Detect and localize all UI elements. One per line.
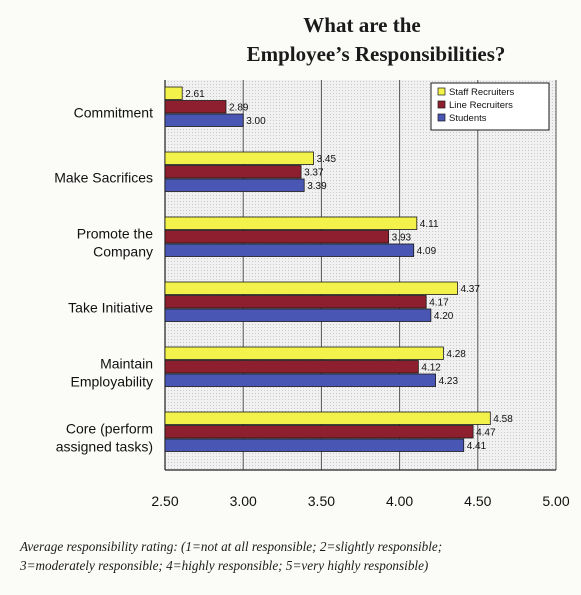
legend-box bbox=[430, 82, 550, 131]
bar-students bbox=[164, 373, 436, 387]
category-label: Promote the bbox=[77, 226, 153, 242]
plot-area bbox=[165, 80, 556, 470]
bar-line-recruiters bbox=[164, 230, 390, 244]
legend: Staff Recruiters Line Recruiters Students bbox=[430, 82, 550, 131]
data-label: 4.09 bbox=[417, 246, 437, 257]
x-tick-label: 5.00 bbox=[542, 493, 569, 509]
category-label: Core (perform bbox=[66, 421, 153, 437]
legend-label: Line Recruiters bbox=[449, 100, 513, 111]
data-label: 3.45 bbox=[317, 154, 337, 165]
category-label: Employability bbox=[71, 374, 153, 390]
bar-line-recruiters bbox=[164, 360, 419, 374]
legend-label: Staff Recruiters bbox=[449, 87, 515, 98]
bar-line-recruiters bbox=[164, 295, 427, 309]
data-label: 4.17 bbox=[429, 298, 449, 309]
caption: Average responsibility rating: (1=not at… bbox=[20, 537, 565, 575]
value-labels: 2.61 2.89 3.00 3.45 3.37 3.39 4.11 3.93 4.09 4.37… bbox=[185, 89, 513, 452]
bar-staff-recruiters bbox=[164, 346, 444, 360]
legend-label: Students bbox=[449, 113, 487, 124]
data-label: 3.00 bbox=[246, 116, 266, 127]
bar-students bbox=[164, 178, 305, 192]
category-label: assigned tasks) bbox=[56, 439, 153, 455]
bar-staff-recruiters bbox=[164, 151, 314, 165]
bar-students bbox=[164, 243, 415, 257]
x-tick-label: 3.00 bbox=[230, 493, 257, 509]
x-tick-label: 3.50 bbox=[308, 493, 335, 509]
grid-lines bbox=[164, 80, 557, 471]
category-label: Company bbox=[93, 244, 153, 260]
bars bbox=[164, 86, 491, 452]
data-label: 4.28 bbox=[446, 349, 466, 360]
bar-staff-recruiters bbox=[164, 281, 458, 295]
bar-line-recruiters bbox=[164, 425, 474, 439]
bar-students bbox=[164, 438, 465, 452]
legend-swatch bbox=[437, 87, 446, 96]
bar-students bbox=[164, 113, 244, 127]
caption-line-1: Average responsibility rating: (1=not at… bbox=[20, 539, 443, 554]
data-label: 3.93 bbox=[392, 233, 412, 244]
data-label: 4.20 bbox=[434, 311, 454, 322]
data-label: 3.39 bbox=[307, 181, 327, 192]
data-label: 3.37 bbox=[304, 168, 324, 179]
legend-swatch bbox=[437, 100, 446, 109]
x-tick-label: 2.50 bbox=[151, 493, 178, 509]
data-label: 2.61 bbox=[185, 89, 205, 100]
category-label: Take Initiative bbox=[68, 300, 153, 316]
data-label: 4.11 bbox=[420, 219, 439, 230]
bar-staff-recruiters bbox=[164, 86, 183, 100]
category-label: Maintain bbox=[100, 356, 153, 372]
bar-staff-recruiters bbox=[164, 411, 491, 425]
legend-swatch bbox=[437, 113, 446, 122]
bar-staff-recruiters bbox=[164, 216, 418, 230]
chart-title-line-1: What are the bbox=[303, 13, 420, 37]
bar-line-recruiters bbox=[164, 165, 302, 179]
data-label: 4.47 bbox=[476, 428, 496, 439]
data-label: 4.37 bbox=[460, 284, 480, 295]
bar-line-recruiters bbox=[164, 100, 227, 114]
x-tick-label: 4.00 bbox=[386, 493, 413, 509]
caption-line-2: 3=moderately responsible; 4=highly respo… bbox=[20, 558, 429, 573]
x-tick-label: 4.50 bbox=[464, 493, 491, 509]
data-label: 4.41 bbox=[467, 441, 487, 452]
data-label: 4.58 bbox=[493, 414, 513, 425]
category-label: Commitment bbox=[74, 105, 153, 121]
data-label: 2.89 bbox=[229, 103, 249, 114]
x-axis-ticks: 2.50 3.00 3.50 4.00 4.50 5.00 bbox=[151, 493, 569, 509]
data-label: 4.12 bbox=[421, 363, 441, 374]
chart-title-line-2: Employee’s Responsibilities? bbox=[247, 42, 506, 66]
data-label: 4.23 bbox=[439, 376, 459, 387]
category-labels: Commitment Make Sacrifices Promote the Comp… bbox=[54, 105, 153, 455]
bar-students bbox=[164, 308, 432, 322]
category-label: Make Sacrifices bbox=[54, 170, 153, 186]
